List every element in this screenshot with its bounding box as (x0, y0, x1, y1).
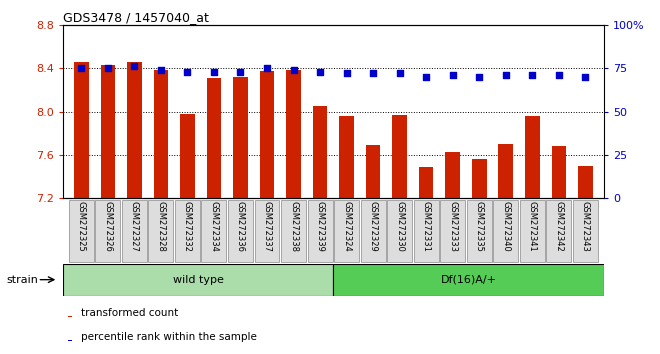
Bar (286, 70, 301, 198)
Text: GSM272337: GSM272337 (263, 201, 271, 252)
Text: GSM272338: GSM272338 (289, 201, 298, 252)
FancyBboxPatch shape (308, 200, 333, 262)
FancyBboxPatch shape (148, 200, 174, 262)
Bar (100, 65, 115, 198)
Bar (419, 167, 434, 198)
FancyBboxPatch shape (122, 200, 147, 262)
FancyBboxPatch shape (360, 200, 385, 262)
Text: GSM272336: GSM272336 (236, 201, 245, 252)
Text: GSM272331: GSM272331 (422, 201, 431, 252)
Text: GSM272342: GSM272342 (554, 201, 563, 252)
Bar (259, 72, 275, 198)
FancyBboxPatch shape (334, 200, 359, 262)
Text: GSM272328: GSM272328 (156, 201, 166, 252)
Bar (339, 116, 354, 198)
FancyBboxPatch shape (95, 200, 120, 262)
Point (315, 69, 325, 74)
Bar (392, 115, 407, 198)
Text: GSM272333: GSM272333 (448, 201, 457, 252)
Point (262, 65, 273, 71)
Point (102, 65, 113, 71)
Point (580, 74, 591, 80)
Point (209, 69, 219, 74)
FancyBboxPatch shape (440, 200, 465, 262)
Text: GSM272327: GSM272327 (130, 201, 139, 252)
Bar (333, 264, 604, 296)
FancyBboxPatch shape (573, 200, 598, 262)
Point (235, 69, 246, 74)
Bar (63, 264, 333, 296)
Text: GSM272332: GSM272332 (183, 201, 192, 252)
Point (474, 74, 484, 80)
Text: GSM272339: GSM272339 (315, 201, 325, 252)
Text: GSM272340: GSM272340 (501, 201, 510, 252)
Bar (498, 144, 513, 198)
Bar (68, 340, 73, 341)
Text: GDS3478 / 1457040_at: GDS3478 / 1457040_at (63, 11, 209, 24)
FancyBboxPatch shape (281, 200, 306, 262)
Text: Df(16)A/+: Df(16)A/+ (441, 275, 496, 285)
Point (156, 67, 166, 73)
Bar (68, 316, 73, 317)
Text: GSM272325: GSM272325 (77, 201, 86, 252)
Text: GSM272334: GSM272334 (209, 201, 218, 252)
Text: GSM272324: GSM272324 (342, 201, 351, 252)
Point (368, 70, 378, 76)
Point (341, 70, 352, 76)
FancyBboxPatch shape (201, 200, 226, 262)
FancyBboxPatch shape (546, 200, 572, 262)
Bar (154, 70, 168, 198)
Point (129, 64, 140, 69)
Point (500, 72, 511, 78)
Point (554, 72, 564, 78)
Text: transformed count: transformed count (81, 308, 178, 319)
Text: GSM272326: GSM272326 (104, 201, 112, 252)
Bar (313, 106, 327, 198)
Text: GSM272341: GSM272341 (528, 201, 537, 252)
Text: strain: strain (7, 275, 38, 285)
FancyBboxPatch shape (69, 200, 94, 262)
Text: GSM272330: GSM272330 (395, 201, 404, 252)
Text: GSM272329: GSM272329 (368, 201, 378, 252)
FancyBboxPatch shape (520, 200, 544, 262)
Bar (180, 114, 195, 198)
Point (394, 70, 405, 76)
Point (447, 72, 458, 78)
Point (527, 72, 537, 78)
Text: GSM272335: GSM272335 (475, 201, 484, 252)
Bar (472, 159, 486, 198)
Bar (366, 145, 380, 198)
Bar (578, 166, 593, 198)
Point (421, 74, 432, 80)
FancyBboxPatch shape (493, 200, 518, 262)
FancyBboxPatch shape (175, 200, 200, 262)
Bar (552, 146, 566, 198)
Bar (446, 152, 460, 198)
Bar (233, 77, 248, 198)
FancyBboxPatch shape (467, 200, 492, 262)
Bar (525, 116, 540, 198)
Point (76, 65, 86, 71)
Text: wild type: wild type (172, 275, 224, 285)
FancyBboxPatch shape (255, 200, 279, 262)
Bar (74, 62, 88, 198)
FancyBboxPatch shape (387, 200, 412, 262)
Point (288, 67, 299, 73)
Text: GSM272343: GSM272343 (581, 201, 590, 252)
FancyBboxPatch shape (228, 200, 253, 262)
Bar (207, 78, 221, 198)
Bar (127, 62, 142, 198)
Point (182, 69, 193, 74)
FancyBboxPatch shape (414, 200, 439, 262)
Text: percentile rank within the sample: percentile rank within the sample (81, 332, 257, 342)
